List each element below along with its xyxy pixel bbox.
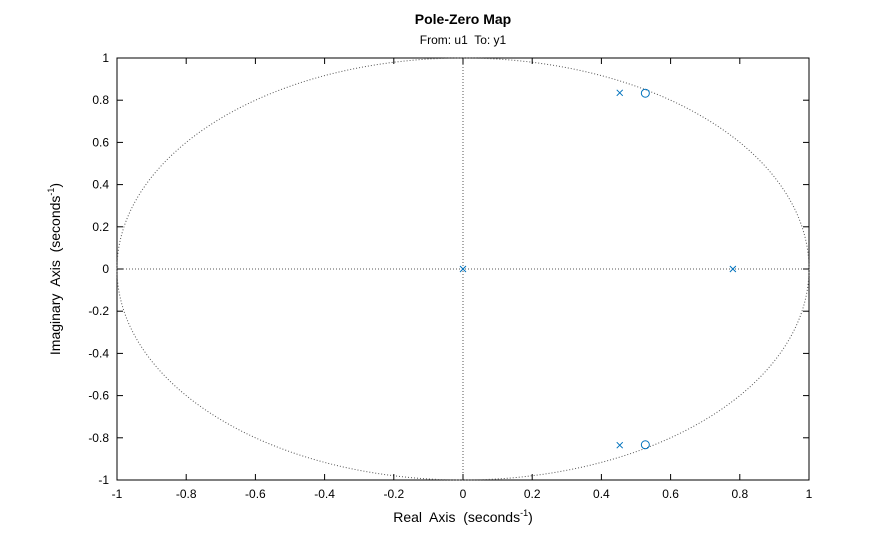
x-tick-label: 0.8	[731, 487, 748, 501]
x-tick-label: -0.4	[314, 487, 335, 501]
x-tick-label: -0.2	[383, 487, 404, 501]
x-axis-label-superscript: -1	[520, 508, 528, 518]
y-axis-label-superscript: -1	[46, 188, 56, 196]
zero-marker	[640, 440, 650, 450]
x-tick-label: 0.6	[662, 487, 679, 501]
y-tick-label: -1	[98, 473, 109, 487]
pole-marker	[729, 265, 737, 273]
y-tick-label: -0.6	[88, 389, 109, 403]
y-tick-label: -0.8	[88, 431, 109, 445]
y-tick-label: 0.8	[92, 93, 109, 107]
x-tick-label: 1	[806, 487, 813, 501]
chart-title: Pole-Zero Map	[415, 11, 511, 27]
x-tick-label: 0.2	[524, 487, 541, 501]
x-tick-label: -1	[112, 487, 123, 501]
y-tick-label: 0.4	[92, 178, 109, 192]
x-axis-label-suffix: )	[528, 509, 533, 525]
x-tick-label: 0	[460, 487, 467, 501]
x-tick-label: 0.4	[593, 487, 610, 501]
y-axis-label: Imaginary Axis (seconds-1)	[46, 183, 63, 355]
x-axis-label-text: Real Axis (seconds	[393, 509, 520, 525]
y-axis-label-suffix: )	[47, 183, 63, 188]
plot-area: -1 -0.8 -0.6 -0.4 -0.2 0 0.2 0.4 0.6 0.8 1 -1 -0.8 -0…	[88, 51, 812, 501]
y-tick-label: 1	[102, 51, 109, 65]
pole-marker	[459, 265, 467, 273]
y-tick-label: 0.6	[92, 135, 109, 149]
pole-marker	[616, 89, 624, 97]
pole-marker	[616, 441, 624, 449]
y-tick-label: 0	[102, 262, 109, 276]
y-tick-label: -0.2	[88, 304, 109, 318]
y-tick-label: -0.4	[88, 346, 109, 360]
y-axis-label-text: Imaginary Axis (seconds	[47, 196, 63, 356]
x-tick-label: -0.6	[245, 487, 266, 501]
x-tick-label: -0.8	[176, 487, 197, 501]
zero-marker	[640, 88, 650, 98]
chart-subtitle: From: u1 To: y1	[420, 33, 507, 47]
x-axis-label: Real Axis (seconds-1)	[393, 508, 533, 525]
y-tick-label: 0.2	[92, 220, 109, 234]
